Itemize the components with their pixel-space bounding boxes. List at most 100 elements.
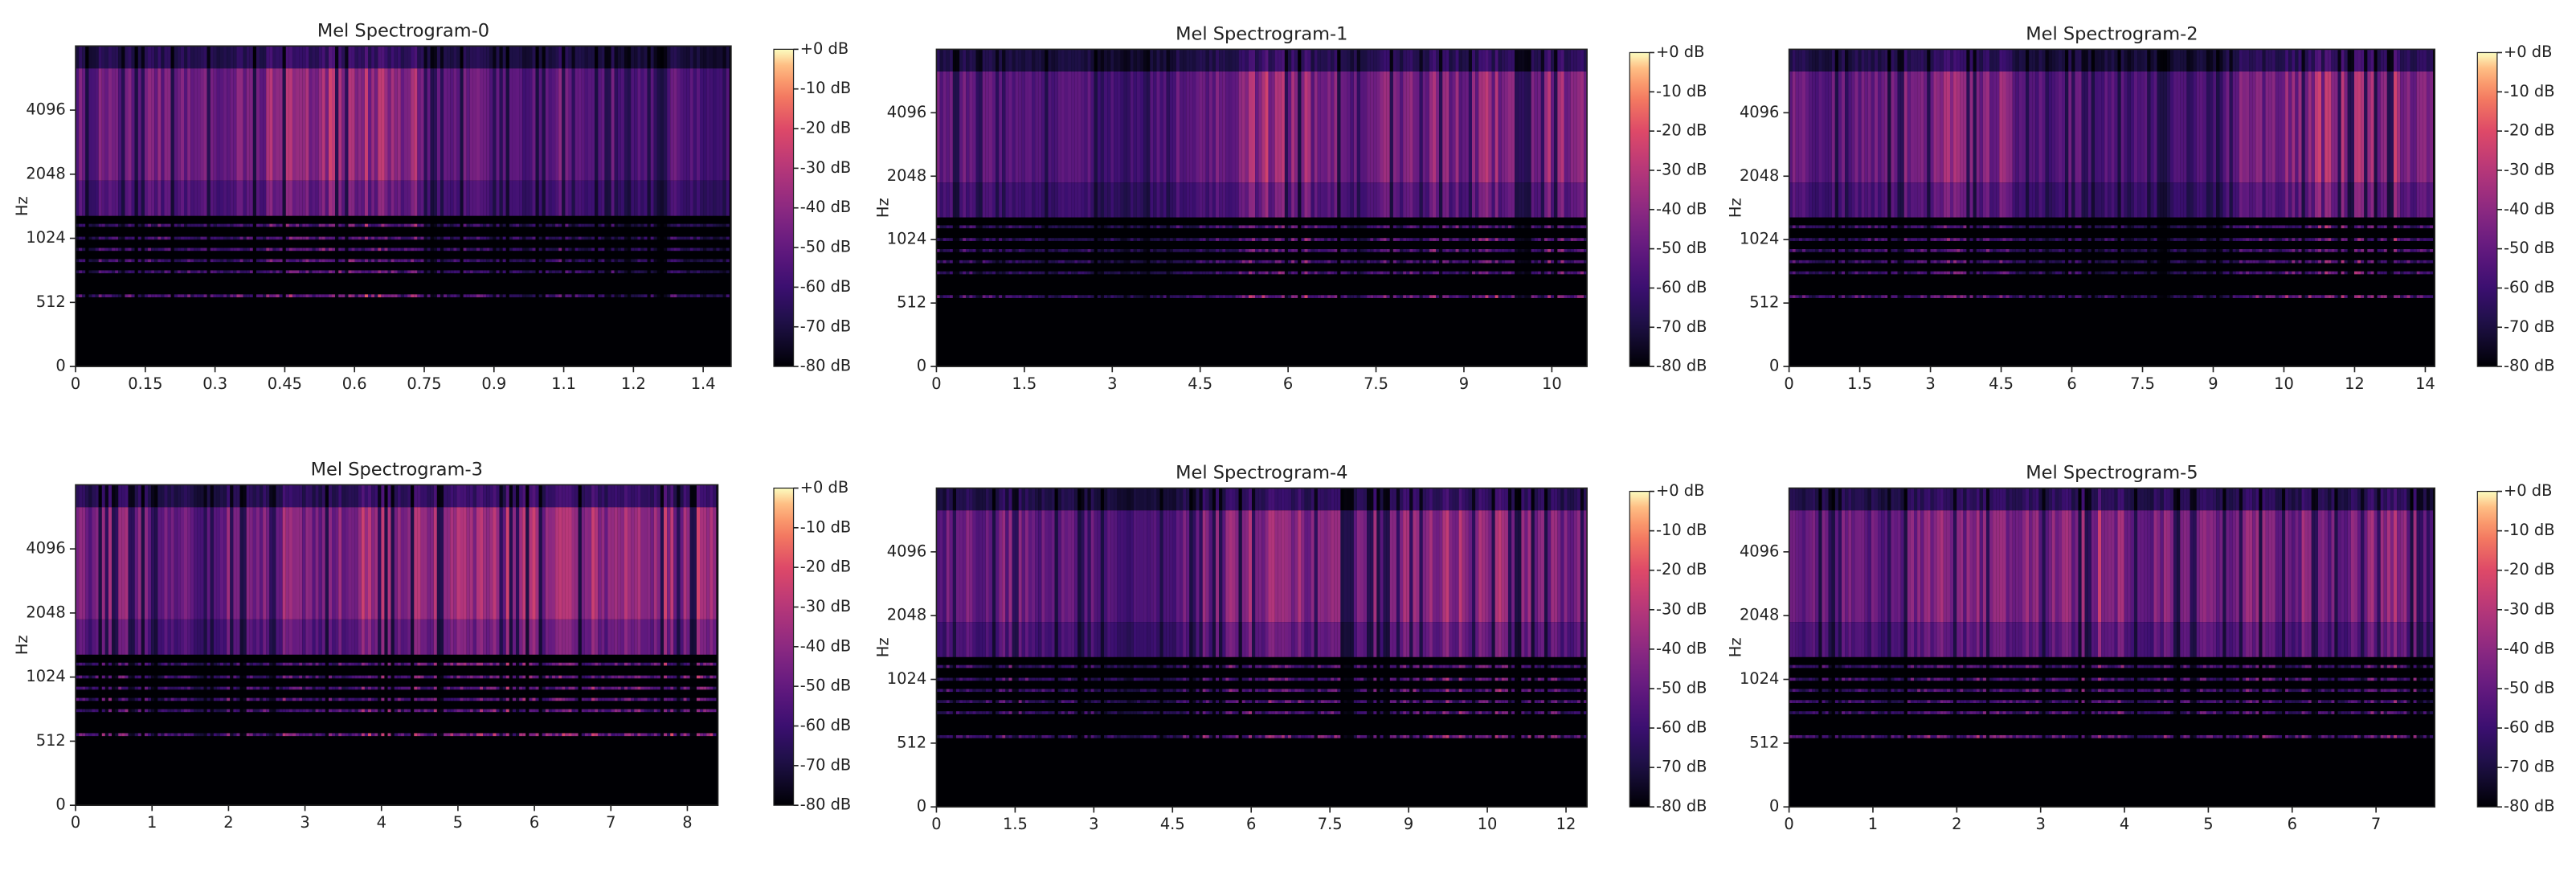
spectrogram-cell (996, 249, 1000, 252)
spectrogram-cell (656, 259, 660, 263)
spectrogram-cell (1110, 249, 1114, 252)
spectrogram-cell (354, 259, 358, 263)
spectrogram-cell (1252, 71, 1256, 183)
spectrogram-cell (1180, 295, 1184, 298)
x-tick-label: 3 (1107, 374, 1117, 393)
spectrogram-cell (2065, 225, 2069, 229)
spectrogram-cell (1225, 225, 1229, 229)
spectrogram-cell (1347, 238, 1351, 241)
spectrogram-cell (1874, 49, 1879, 72)
spectrogram-cell (1409, 260, 1413, 264)
spectrogram-cell (591, 270, 595, 274)
spectrogram-cell (414, 223, 418, 227)
spectrogram-cell (1996, 182, 2000, 218)
spectrogram-cell (2173, 182, 2177, 218)
spectrogram-cell (1347, 249, 1351, 252)
spectrogram-cell (1845, 71, 1849, 183)
spectrogram-cell (2068, 71, 2072, 183)
spectrogram-cell (1445, 225, 1450, 229)
spectrogram-cell (939, 260, 943, 264)
spectrogram-cell (1982, 271, 1986, 275)
spectrogram-cell (285, 46, 289, 69)
spectrogram-cell (292, 294, 296, 298)
spectrogram-cell (722, 223, 726, 227)
spectrogram-cell (587, 180, 592, 216)
spectrogram-cell (562, 259, 566, 263)
spectrogram-cell (2183, 238, 2187, 241)
spectrogram-cell (444, 68, 448, 181)
spectrogram-cell (2045, 71, 2049, 183)
spectrogram-cell (1360, 49, 1364, 72)
spectrogram-cell (1084, 225, 1088, 229)
spectrogram-cell (1910, 295, 1915, 298)
spectrogram-cell (1071, 71, 1075, 183)
spectrogram-cell (1255, 225, 1259, 229)
spectrogram-cell (1337, 260, 1341, 264)
spectrogram-cell (1323, 49, 1328, 72)
spectrogram-cell (483, 294, 487, 298)
spectrogram-cell (436, 236, 440, 240)
spectrogram-cell (1163, 238, 1167, 241)
spectrogram-cell (436, 180, 440, 216)
spectrogram-cell (673, 223, 677, 227)
spectrogram-cell (1081, 182, 1085, 218)
spectrogram-cell (345, 247, 349, 251)
spectrogram-cell (2202, 249, 2206, 252)
spectrogram-cell (197, 259, 201, 263)
spectrogram-cell (302, 46, 306, 69)
spectrogram-cell (670, 270, 674, 274)
spectrogram-cell (660, 247, 664, 251)
spectrogram-cell (505, 236, 509, 240)
spectrogram-cell (427, 259, 431, 263)
spectrogram-cell (1015, 249, 1019, 252)
spectrogram-cell (1094, 238, 1098, 241)
spectrogram-cell (92, 180, 96, 216)
spectrogram-cell (2035, 249, 2039, 252)
spectrogram-cell (154, 270, 158, 274)
spectrogram-cell (1413, 238, 1417, 241)
spectrogram-cell (394, 247, 398, 251)
spectrogram-cell (1969, 271, 1973, 275)
spectrogram-cell (1261, 49, 1266, 72)
spectrogram-cell (1534, 182, 1538, 218)
spectrogram-cell (1051, 295, 1055, 298)
spectrogram-cell (680, 46, 684, 69)
spectrogram-cell (637, 68, 641, 181)
spectrogram-cell (1475, 71, 1479, 183)
spectrogram-cell (1920, 249, 1924, 252)
spectrogram-cell (693, 270, 697, 274)
spectrogram-cell (2183, 249, 2187, 252)
spectrogram-cell (975, 71, 979, 183)
spectrogram-cell (2210, 71, 2214, 183)
spectrogram-cell (177, 259, 181, 263)
spectrogram-cell (230, 46, 234, 69)
spectrogram-cell (601, 68, 605, 181)
spectrogram-cell (104, 68, 108, 181)
spectrogram-cell (1274, 238, 1278, 241)
spectrogram-cell (1910, 225, 1915, 229)
spectrogram-cell (1045, 225, 1049, 229)
spectrogram-cell (1024, 249, 1028, 252)
spectrogram-cell (1396, 295, 1400, 298)
spectrogram-cell (1117, 295, 1121, 298)
axes-frame (75, 45, 732, 367)
spectrogram-cell (1439, 49, 1443, 72)
spectrogram-cell (2012, 260, 2016, 264)
spectrogram-cell (1071, 271, 1075, 275)
spectrogram-cell (1258, 182, 1262, 218)
x-tick-label: 0.6 (342, 374, 367, 393)
spectrogram-cell (562, 46, 566, 69)
spectrogram-cell (450, 68, 454, 181)
spectrogram-cell (351, 247, 355, 251)
spectrogram-cell (952, 71, 956, 183)
spectrogram-cell (2078, 71, 2082, 183)
spectrogram-cell (555, 294, 559, 298)
spectrogram-cell (1245, 238, 1249, 241)
spectrogram-cell (1126, 271, 1131, 275)
spectrogram-cell (2038, 271, 2042, 275)
spectrogram-cell (1268, 271, 1272, 275)
spectrogram-cell (2068, 260, 2072, 264)
spectrogram-cell (1878, 249, 1882, 252)
spectrogram-cell (532, 259, 536, 263)
spectrogram-cell (1298, 238, 1302, 241)
